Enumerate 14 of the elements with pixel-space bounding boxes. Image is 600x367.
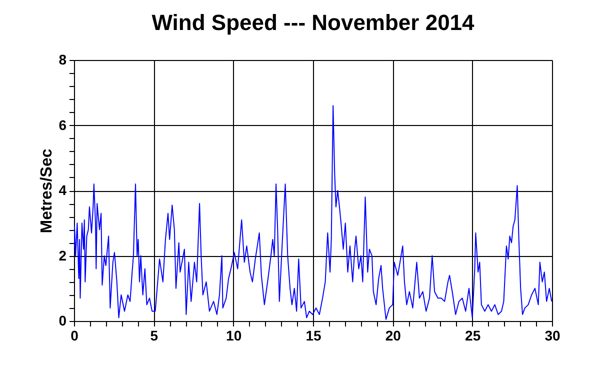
- y-tick-label: 8: [58, 52, 67, 68]
- x-tick-label: 20: [385, 328, 402, 344]
- y-tick-label: 6: [58, 116, 67, 133]
- x-tick-label: 5: [150, 328, 158, 344]
- y-axis-title: Metres/Sec: [38, 148, 56, 234]
- x-tick-label: 25: [465, 328, 481, 344]
- y-tick-label: 4: [58, 182, 67, 198]
- x-tick-label: 0: [70, 328, 79, 344]
- y-tick-label: 0: [58, 312, 67, 328]
- y-tick-label: 2: [58, 247, 67, 264]
- x-tick-label: 30: [544, 328, 560, 344]
- x-tick-label: 15: [306, 328, 322, 344]
- x-tick-label: 10: [226, 328, 242, 344]
- chart-title: Wind Speed --- November 2014: [152, 10, 476, 35]
